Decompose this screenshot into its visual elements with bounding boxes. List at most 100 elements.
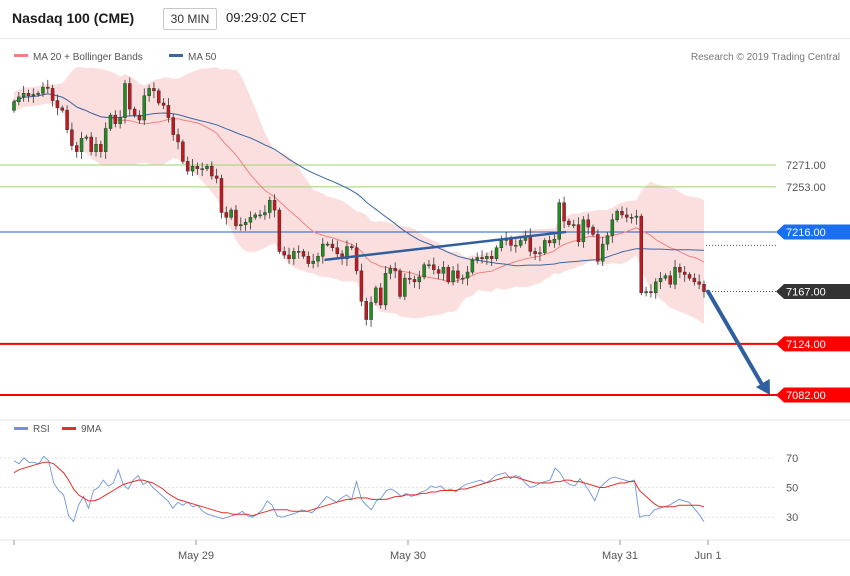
candle-body	[441, 266, 446, 274]
x-axis-label: May 30	[390, 550, 426, 562]
candle-body	[407, 277, 412, 280]
candle-body	[171, 117, 175, 135]
candle-body	[692, 277, 697, 283]
candle-body	[60, 107, 64, 111]
candle-body	[181, 141, 185, 162]
candle-body	[118, 117, 122, 124]
ma20-legend-swatch	[14, 54, 28, 57]
candle-body	[446, 266, 451, 283]
x-axis-label: Jun 1	[695, 550, 722, 562]
timestamp: 09:29:02 CET	[226, 10, 307, 25]
chart-header: Nasdaq 100 (CME) 30 MIN 09:29:02 CET	[0, 0, 850, 38]
ma50-legend-label: MA 50	[188, 52, 217, 63]
candle-body	[272, 200, 277, 211]
candle-body	[654, 281, 658, 294]
candle-body	[205, 165, 209, 169]
candle-body	[243, 221, 248, 225]
candle-body	[393, 268, 397, 272]
candle-body	[403, 277, 407, 297]
target-arrow-head	[755, 378, 770, 395]
candle-body	[50, 88, 55, 101]
candle-body	[475, 257, 479, 261]
candle-body	[214, 175, 219, 179]
candle-body	[21, 92, 26, 98]
candle-body	[132, 108, 137, 116]
candle-body	[417, 276, 422, 283]
candle-body	[224, 212, 229, 218]
ma50-line	[13, 93, 705, 267]
candle-body	[658, 277, 663, 283]
candle-body	[596, 234, 600, 262]
candle-body	[36, 92, 40, 95]
candle-body	[128, 83, 132, 110]
candle-body	[557, 202, 561, 240]
x-axis-label: May 31	[602, 550, 638, 562]
candle-body	[586, 219, 590, 228]
candle-body	[489, 256, 494, 259]
candle-body	[378, 287, 383, 306]
candle-body	[41, 86, 45, 94]
candle-body	[412, 279, 417, 283]
candle-body	[103, 128, 108, 152]
candle-body	[682, 271, 687, 275]
candle-body	[267, 200, 272, 213]
candle-body	[17, 96, 21, 103]
candle-body	[697, 281, 701, 285]
candle-body	[239, 224, 243, 227]
candle-body	[678, 266, 682, 273]
candle-body	[200, 168, 204, 170]
candle-body	[518, 240, 523, 246]
candle-body	[292, 251, 296, 259]
candle-body	[547, 240, 552, 244]
ma9-line	[13, 461, 705, 517]
candle-body	[74, 145, 79, 152]
candle-body	[316, 256, 320, 262]
timeframe-selector[interactable]: 30 MIN	[163, 8, 217, 30]
candle-body	[364, 301, 368, 320]
candle-body	[591, 226, 595, 235]
candle-body	[152, 88, 156, 92]
price-levels	[0, 164, 850, 396]
candle-body	[470, 259, 475, 273]
candle-body	[301, 251, 306, 257]
candle-body	[258, 214, 262, 217]
candle-body	[287, 254, 291, 259]
candle-body	[354, 247, 359, 272]
moving-averages	[13, 93, 705, 283]
support-trendline	[324, 230, 567, 262]
candle-body	[277, 209, 282, 252]
candle-body	[620, 211, 624, 216]
header-divider	[0, 38, 850, 39]
candle-body	[610, 219, 615, 236]
candle-body	[451, 270, 455, 283]
candle-body	[147, 88, 151, 96]
candle-body	[248, 217, 253, 223]
bollinger-band-area	[14, 67, 704, 324]
candle-body	[185, 161, 190, 172]
candle-body	[562, 202, 566, 222]
rsi-tick-label: 70	[786, 453, 798, 465]
level-label-7167-00: 7167.00	[786, 287, 826, 299]
candle-body	[350, 246, 354, 249]
price-labels: 7271.00 7253.00 7216.00 7167.00 7124.00 7082.…	[776, 160, 850, 403]
ma20-legend-label: MA 20 + Bollinger Bands	[33, 52, 143, 63]
candle-body	[615, 211, 619, 221]
candle-body	[335, 247, 340, 255]
level-tag-7082-00	[776, 387, 850, 403]
credit-text: Research © 2019 Trading Central	[691, 52, 840, 63]
candle-body	[552, 238, 557, 244]
candle-body	[89, 136, 93, 152]
candle-body	[543, 240, 547, 253]
candle-body	[576, 224, 581, 242]
target-arrow-shaft	[706, 289, 766, 390]
candle-body	[84, 136, 89, 139]
level-label-7271-00: 7271.00	[786, 160, 826, 172]
candle-body	[26, 92, 31, 96]
candle-body	[668, 275, 672, 285]
bollinger-bands	[14, 67, 704, 324]
candle-body	[142, 95, 147, 121]
candlesticks	[12, 77, 706, 327]
candle-body	[494, 247, 499, 259]
candle-body	[210, 165, 214, 177]
candle-body	[571, 224, 576, 226]
